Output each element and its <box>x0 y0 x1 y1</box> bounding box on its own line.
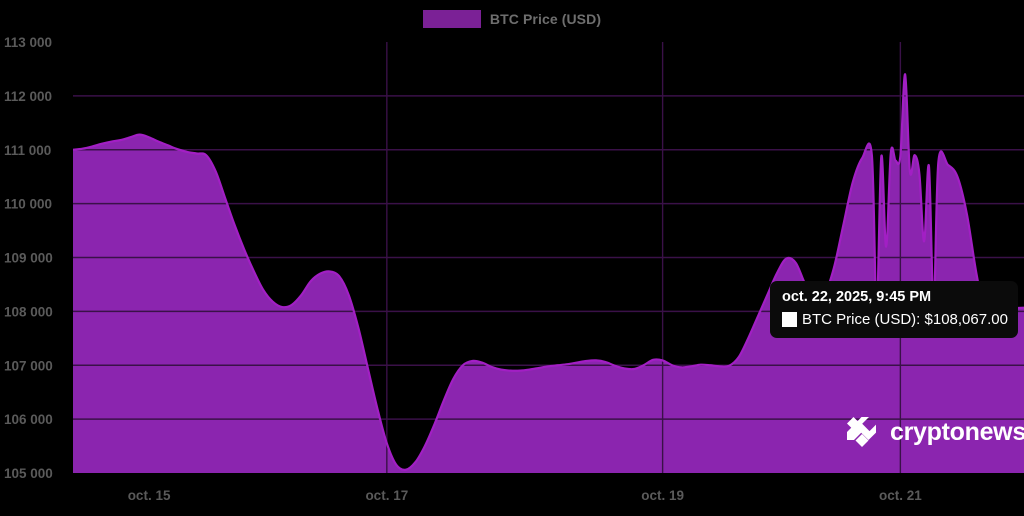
y-axis-tick-label: 109 000 <box>4 251 53 266</box>
x-axis-labels: oct. 15 oct. 17 oct. 19 oct. 21 <box>128 488 923 503</box>
tooltip-series-value: BTC Price (USD): $108,067.00 <box>802 311 1008 328</box>
x-axis-tick-label: oct. 19 <box>641 488 684 503</box>
tooltip-series-row: BTC Price (USD): $108,067.00 <box>782 311 1008 328</box>
x-axis-tick-label: oct. 21 <box>879 488 922 503</box>
tooltip-series-marker-icon <box>782 312 797 327</box>
y-axis-tick-label: 105 000 <box>4 466 53 481</box>
y-axis-tick-label: 107 000 <box>4 358 53 373</box>
y-axis-tick-label: 108 000 <box>4 304 53 319</box>
tooltip-timestamp: oct. 22, 2025, 9:45 PM <box>782 289 932 305</box>
chart-tooltip: oct. 22, 2025, 9:45 PM BTC Price (USD): … <box>770 281 1018 338</box>
chart-area-series <box>73 42 1024 473</box>
series-line <box>73 73 1024 471</box>
area-fill <box>73 74 1024 473</box>
y-axis-tick-label: 106 000 <box>4 412 53 427</box>
x-axis-tick-label: oct. 15 <box>128 488 171 503</box>
y-axis-tick-label: 111 000 <box>4 143 51 158</box>
y-axis-tick-label: 112 000 <box>4 89 52 104</box>
y-axis-labels: 113 000 112 000 111 000 110 000 109 000 108 0… <box>4 35 53 481</box>
y-axis-tick-label: 113 000 <box>4 35 52 50</box>
x-axis-tick-label: oct. 17 <box>365 488 408 503</box>
y-axis-tick-label: 110 000 <box>4 197 52 212</box>
